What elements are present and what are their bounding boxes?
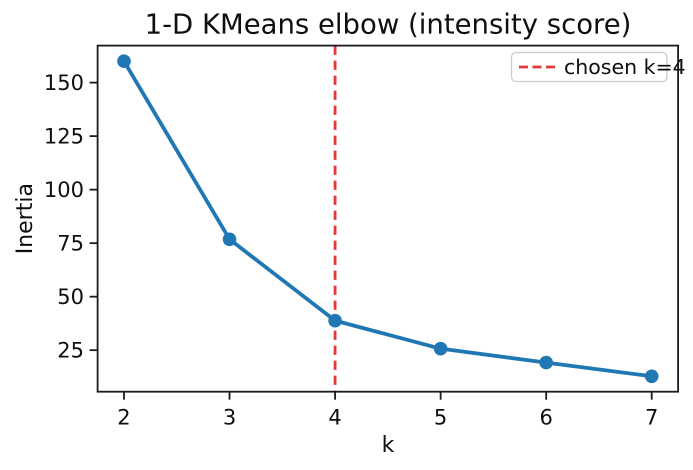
y-tick-label: 25 [57, 339, 84, 363]
plot-layer: 2 3 4 5 6 7 25 50 75 100 125 150 [44, 44, 679, 430]
elbow-line [122, 60, 652, 379]
y-tick-label: 75 [57, 232, 84, 256]
x-tick-label: 3 [223, 406, 236, 430]
x-tick-label: 6 [539, 406, 552, 430]
y-tick-label: 150 [44, 71, 84, 95]
data-point-marker [222, 232, 237, 247]
y-tick-label: 50 [57, 285, 84, 309]
legend: chosen k=4 [510, 51, 686, 83]
plot-border [96, 44, 679, 393]
data-point-marker [328, 313, 342, 328]
x-axis-label: k [382, 433, 395, 458]
data-point-marker [117, 54, 131, 69]
y-axis-label: Inertia [13, 183, 38, 254]
x-tick-label: 4 [328, 406, 341, 430]
data-point-marker [539, 355, 553, 370]
x-tick-label: 2 [117, 406, 130, 430]
chart-title: 1-D KMeans elbow (intensity score) [145, 9, 632, 41]
x-tick-label: 7 [645, 406, 658, 430]
legend-label: chosen k=4 [564, 55, 686, 79]
legend-frame [510, 51, 668, 83]
x-tick-label: 5 [434, 406, 447, 430]
y-tick-label: 125 [44, 125, 84, 149]
data-point-marker [433, 341, 448, 356]
data-point-marker [644, 369, 659, 384]
y-tick-label: 100 [44, 178, 84, 202]
